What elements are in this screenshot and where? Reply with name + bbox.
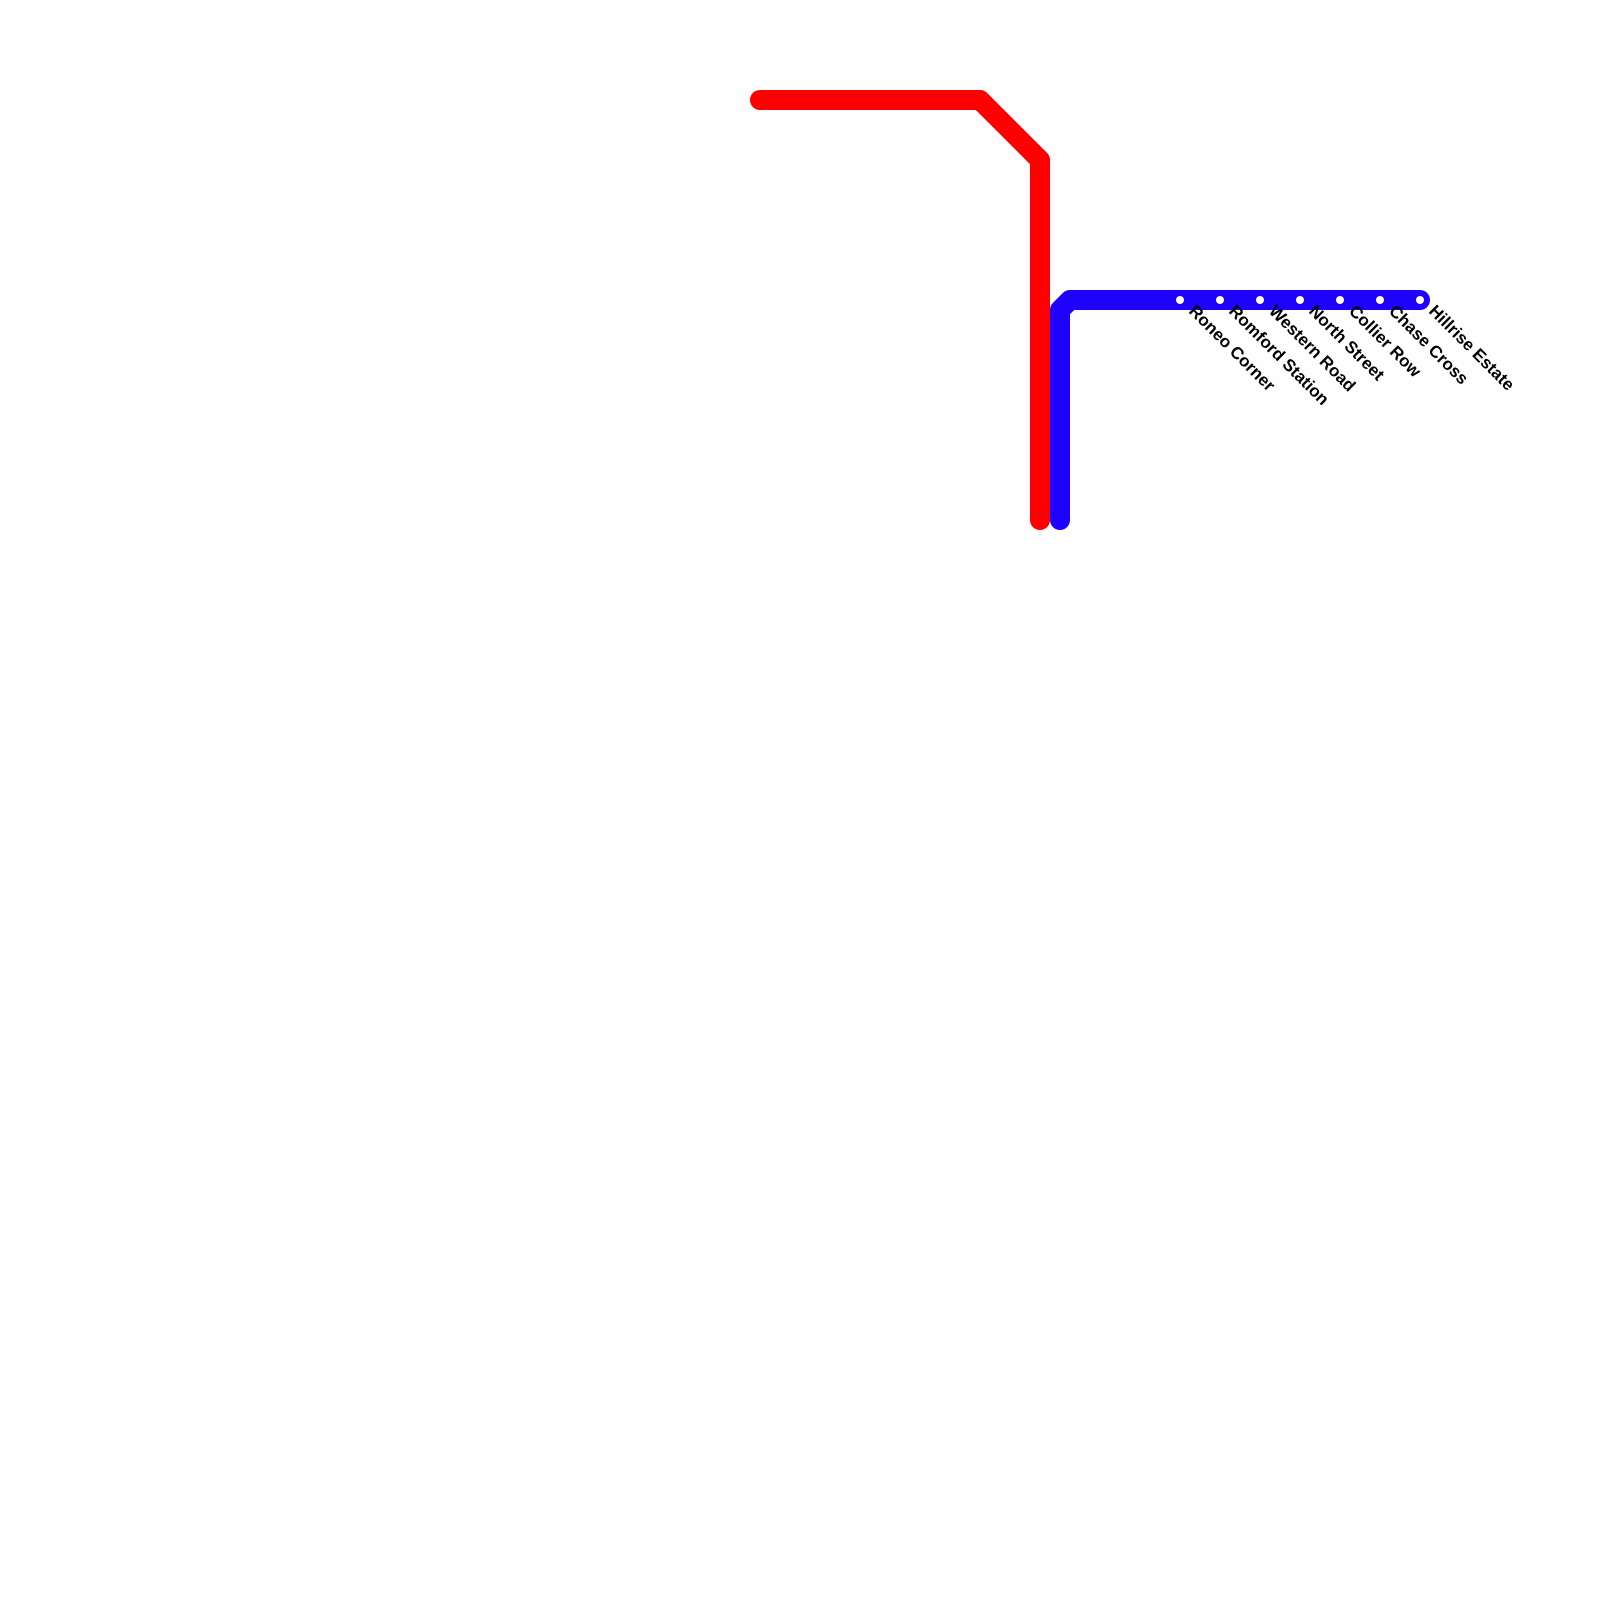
red-line (750, 90, 1050, 530)
station-dot[interactable] (1416, 296, 1424, 304)
station-dot[interactable] (1296, 296, 1304, 304)
station-dot[interactable] (1256, 296, 1264, 304)
station-dot[interactable] (1176, 296, 1184, 304)
station-dot[interactable] (1216, 296, 1224, 304)
blue-line (1050, 290, 1430, 530)
station-dot[interactable] (1336, 296, 1344, 304)
station-dot[interactable] (1376, 296, 1384, 304)
